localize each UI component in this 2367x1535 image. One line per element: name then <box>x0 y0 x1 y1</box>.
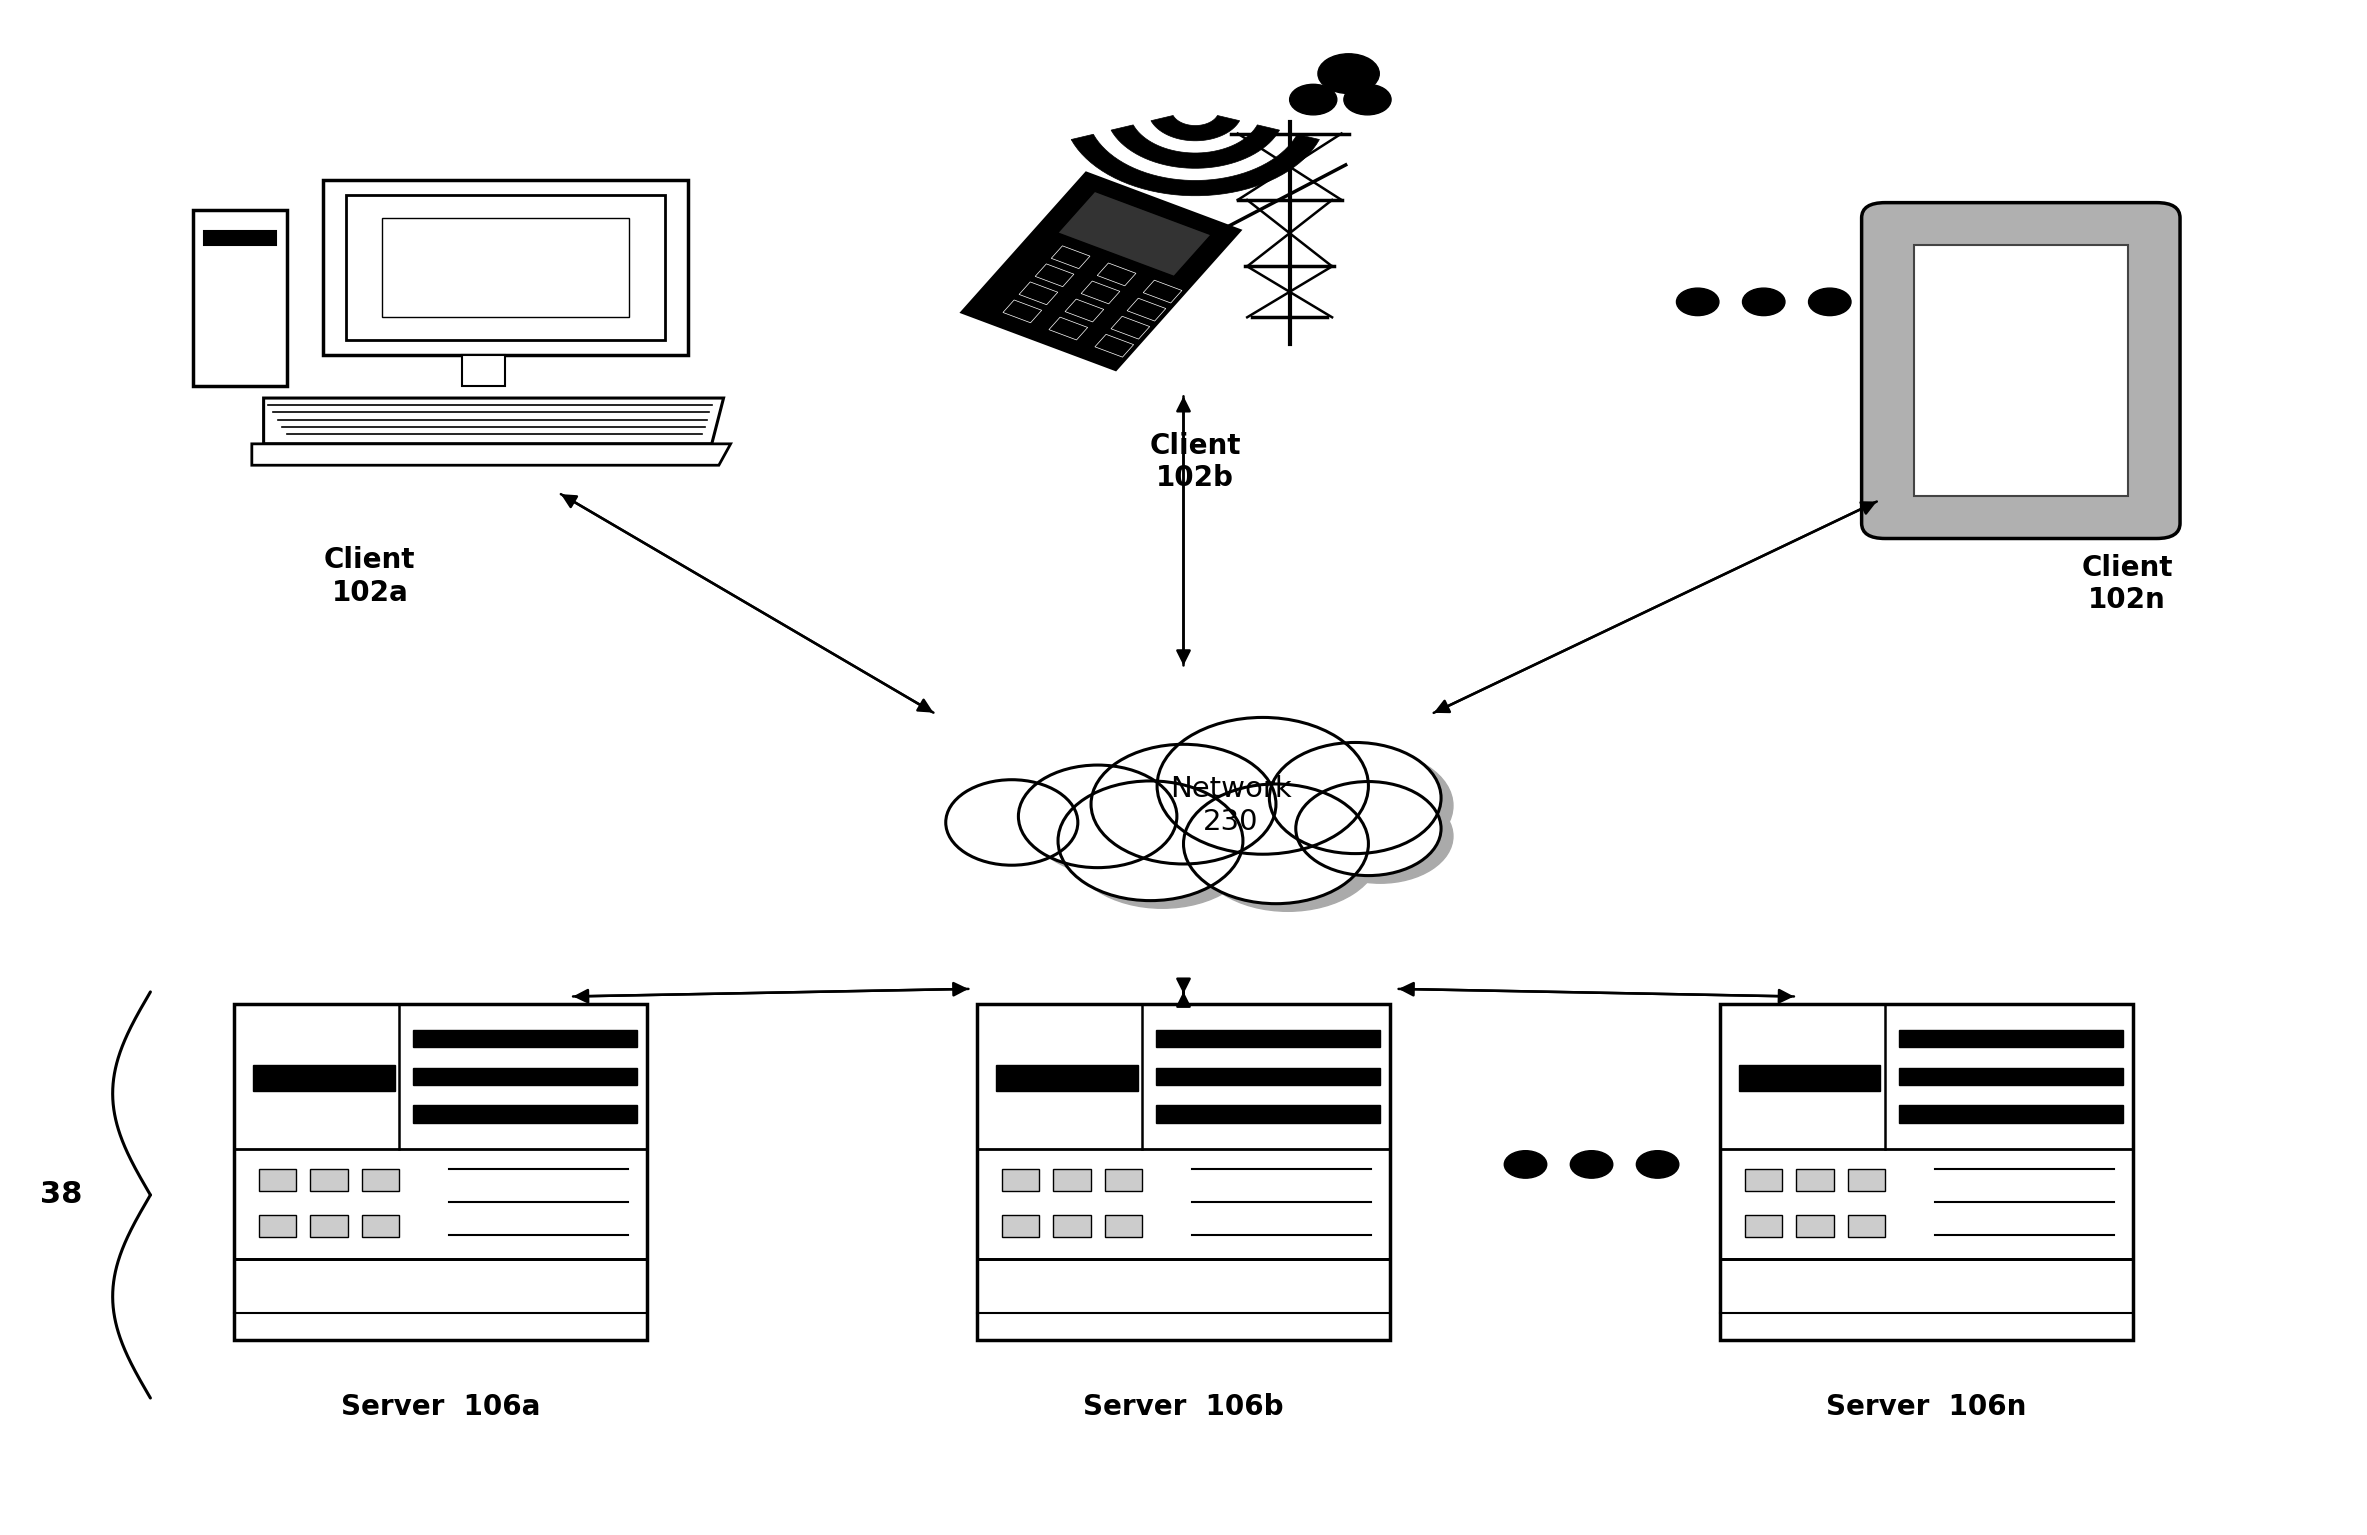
Bar <box>192 210 286 385</box>
Circle shape <box>1318 54 1380 94</box>
Bar <box>997 1065 1139 1091</box>
Bar <box>1797 1216 1834 1237</box>
Bar <box>322 180 689 355</box>
Circle shape <box>1636 1151 1678 1179</box>
Circle shape <box>1569 1151 1612 1179</box>
Circle shape <box>1290 84 1337 115</box>
Circle shape <box>1091 744 1276 864</box>
Bar <box>1053 1216 1091 1237</box>
Polygon shape <box>963 173 1240 370</box>
Circle shape <box>1505 1151 1546 1179</box>
Text: Server  106b: Server 106b <box>1084 1394 1283 1421</box>
Bar <box>1105 1168 1143 1191</box>
Bar <box>362 1216 400 1237</box>
Text: Server  106n: Server 106n <box>1827 1394 2026 1421</box>
Bar <box>1721 1004 2133 1340</box>
Polygon shape <box>1058 192 1212 276</box>
Bar <box>1898 1105 2123 1122</box>
Circle shape <box>947 780 1077 866</box>
Polygon shape <box>1004 299 1041 322</box>
Polygon shape <box>1049 318 1089 339</box>
Bar <box>1898 1030 2123 1047</box>
Text: Client
102b: Client 102b <box>1150 431 1240 493</box>
Circle shape <box>1103 752 1288 872</box>
Bar <box>1849 1168 1884 1191</box>
Bar <box>1913 246 2128 496</box>
Bar <box>414 1030 637 1047</box>
Bar <box>253 1065 395 1091</box>
Polygon shape <box>1034 264 1075 287</box>
Bar <box>978 1004 1389 1340</box>
FancyBboxPatch shape <box>1860 203 2180 539</box>
Circle shape <box>1157 717 1368 853</box>
Bar <box>1744 1216 1782 1237</box>
Polygon shape <box>1098 262 1136 286</box>
Circle shape <box>1307 789 1453 883</box>
Bar <box>1001 1168 1039 1191</box>
Circle shape <box>1070 789 1255 909</box>
Text: Client
102n: Client 102n <box>2081 554 2173 614</box>
Bar <box>1157 1105 1380 1122</box>
Bar <box>1053 1168 1091 1191</box>
Bar <box>1157 1030 1380 1047</box>
Bar <box>234 1004 646 1340</box>
Polygon shape <box>1096 335 1134 358</box>
Polygon shape <box>1110 316 1150 339</box>
Bar <box>381 218 630 318</box>
Bar <box>1105 1216 1143 1237</box>
Bar <box>204 232 277 246</box>
Circle shape <box>1184 784 1368 904</box>
Circle shape <box>1295 781 1442 875</box>
Polygon shape <box>1051 246 1089 269</box>
Circle shape <box>1169 725 1380 861</box>
Polygon shape <box>1020 282 1058 305</box>
Bar <box>258 1168 296 1191</box>
Bar <box>414 1068 637 1085</box>
Polygon shape <box>1150 115 1240 141</box>
Bar <box>310 1216 348 1237</box>
Circle shape <box>1281 751 1453 861</box>
Text: Server  106a: Server 106a <box>341 1394 540 1421</box>
Circle shape <box>1742 289 1785 316</box>
Bar <box>462 355 507 385</box>
Circle shape <box>1030 772 1188 875</box>
Polygon shape <box>1110 124 1281 169</box>
Circle shape <box>1269 743 1442 853</box>
Bar <box>258 1216 296 1237</box>
Bar <box>362 1168 400 1191</box>
Polygon shape <box>1127 298 1167 321</box>
Circle shape <box>1018 764 1176 867</box>
Bar <box>1001 1216 1039 1237</box>
Text: Network
230: Network 230 <box>1169 775 1292 837</box>
Bar <box>1744 1168 1782 1191</box>
Polygon shape <box>251 444 731 465</box>
Polygon shape <box>1065 299 1103 322</box>
Bar <box>346 195 665 341</box>
Polygon shape <box>1143 281 1181 302</box>
Bar <box>1898 1068 2123 1085</box>
Circle shape <box>1676 289 1718 316</box>
Bar <box>310 1168 348 1191</box>
Bar <box>1849 1216 1884 1237</box>
Bar <box>1157 1068 1380 1085</box>
Bar <box>414 1105 637 1122</box>
Bar <box>1740 1065 1879 1091</box>
Circle shape <box>1808 289 1851 316</box>
Polygon shape <box>1072 134 1318 196</box>
Polygon shape <box>1082 281 1120 304</box>
Text: 38: 38 <box>40 1180 83 1210</box>
Bar <box>1797 1168 1834 1191</box>
Circle shape <box>1195 792 1380 912</box>
Text: Client
102a: Client 102a <box>324 546 417 606</box>
Circle shape <box>1344 84 1392 115</box>
Polygon shape <box>263 398 724 444</box>
Circle shape <box>1058 781 1243 901</box>
